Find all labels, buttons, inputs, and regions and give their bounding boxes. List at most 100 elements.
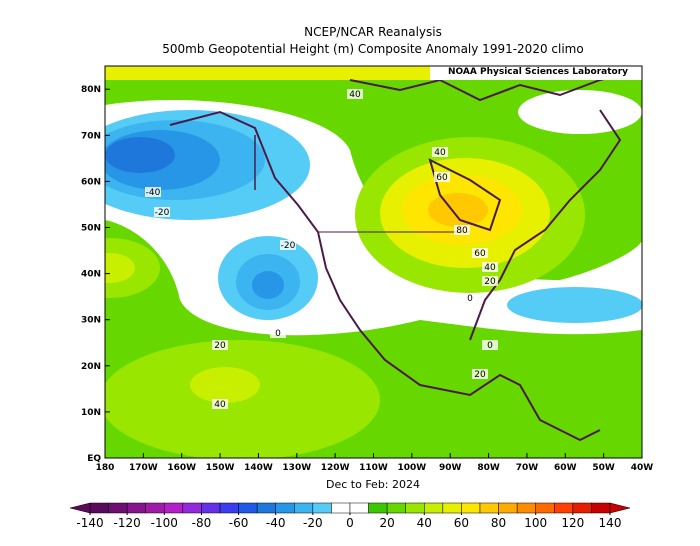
x-label: Dec to Feb: 2024 <box>326 478 420 491</box>
y-tick-label: 10N <box>81 408 101 418</box>
contour-label-bg <box>482 262 498 272</box>
colorbar-end <box>609 502 631 514</box>
colorbar-swatch <box>368 502 388 514</box>
x-tick-label: 90W <box>439 463 462 473</box>
x-tick-label: 50W <box>592 463 615 473</box>
contour-label-bg <box>462 293 478 303</box>
colorbar-swatch <box>275 502 295 514</box>
colorbar-tick-label: -60 <box>229 516 249 530</box>
x-tick-label: 170W <box>129 463 158 473</box>
colorbar-tick-label: 60 <box>454 516 469 530</box>
contour-label: 80 <box>456 226 468 236</box>
colorbar-tick-label: 120 <box>561 516 584 530</box>
colorbar-tick-label: 100 <box>524 516 547 530</box>
y-tick-label: 80N <box>81 85 101 95</box>
x-tick-label: 150W <box>206 463 235 473</box>
colorbar-swatch <box>535 502 555 514</box>
x-tick-label: 160W <box>167 463 196 473</box>
colorbar-swatch <box>238 502 258 514</box>
x-tick-label: 60W <box>554 463 577 473</box>
x-tick-label: 110W <box>359 463 388 473</box>
contour-label-bg <box>432 147 448 157</box>
field-blob <box>518 90 642 134</box>
coastlines <box>169 69 641 442</box>
contour-label-bg <box>280 240 296 250</box>
colorbar-swatch <box>201 502 221 514</box>
contour-label: 0 <box>487 341 493 351</box>
colorbar-swatch <box>219 502 239 514</box>
y-tick-label: EQ <box>87 454 101 464</box>
y-tick-label: 70N <box>81 131 101 141</box>
contour-label-bg <box>472 369 488 379</box>
contour-label-bg <box>347 89 363 99</box>
credit-box <box>430 66 642 80</box>
colorbar-swatch <box>108 502 128 514</box>
colorbar-swatch <box>572 502 592 514</box>
field-blob <box>105 66 435 80</box>
colorbar-swatch <box>89 502 109 514</box>
contour-label-bg <box>454 225 470 235</box>
y-tick-label: 20N <box>81 362 101 372</box>
y-tick-label: 30N <box>81 316 101 326</box>
colorbar-tick-label: 40 <box>417 516 432 530</box>
y-tick-label: 60N <box>81 177 101 187</box>
y-tick-label: 50N <box>81 224 101 234</box>
contour-label: 20 <box>214 341 226 351</box>
contour-label: 40 <box>434 148 446 158</box>
colorbar-tick-label: 20 <box>380 516 395 530</box>
colorbar-tick-label: -100 <box>151 516 178 530</box>
colorbar-swatch <box>405 502 425 514</box>
field-blob <box>507 287 642 323</box>
x-tick-label: 100W <box>397 463 426 473</box>
colorbar-swatch <box>331 502 351 514</box>
contour-label: 40 <box>484 263 496 273</box>
x-tick-label: 140W <box>244 463 273 473</box>
y-tick-label: 40N <box>81 270 101 280</box>
colorbar-tick-label: -20 <box>303 516 323 530</box>
colorbar-tick-label: -120 <box>114 516 141 530</box>
colorbar-tick-label: 0 <box>346 516 354 530</box>
colorbar-swatch <box>386 502 406 514</box>
colorbar-swatch <box>424 502 444 514</box>
contour-label: 0 <box>275 329 281 339</box>
colorbar-swatch <box>442 502 462 514</box>
contour-label-bg <box>270 328 286 338</box>
contour-label-bg <box>482 276 498 286</box>
contour-label-bg <box>472 248 488 258</box>
colorbar-tick-label: 80 <box>491 516 506 530</box>
contour-label: 40 <box>214 400 226 410</box>
x-tick-label: 130W <box>282 463 311 473</box>
contour-label: 40 <box>349 90 361 100</box>
contour-label: 0 <box>467 294 473 304</box>
colorbar-swatch <box>256 502 276 514</box>
contour-label-bg <box>145 187 161 197</box>
contour-label-bg <box>212 340 228 350</box>
contour-label: 20 <box>484 277 496 287</box>
colorbar-swatch <box>164 502 184 514</box>
x-tick-label: 40W <box>631 463 654 473</box>
colorbar-swatch <box>591 502 611 514</box>
colorbar-tick-label: -80 <box>192 516 212 530</box>
colorbar-swatch <box>498 502 518 514</box>
colorbar-swatch <box>479 502 499 514</box>
contour-label-bg <box>434 172 450 182</box>
field-blob <box>190 367 260 403</box>
contour-label: 60 <box>474 249 486 259</box>
colorbar-swatch <box>554 502 574 514</box>
contour-label-bg <box>482 340 498 350</box>
colorbar-swatch <box>182 502 202 514</box>
x-tick-label: 120W <box>321 463 350 473</box>
x-tick-label: 180 <box>96 463 115 473</box>
contour-label: 20 <box>474 370 486 380</box>
colorbar-swatch <box>461 502 481 514</box>
colorbar-swatch <box>145 502 165 514</box>
colorbar-tick-label: 140 <box>599 516 622 530</box>
contour-label: -20 <box>281 241 296 251</box>
field-blob <box>428 193 488 227</box>
contour-label: -40 <box>146 188 161 198</box>
contour-label: 60 <box>436 173 448 183</box>
contour-label-bg <box>212 399 228 409</box>
colorbar-tick-label: -40 <box>266 516 286 530</box>
colorbar-swatch <box>294 502 314 514</box>
